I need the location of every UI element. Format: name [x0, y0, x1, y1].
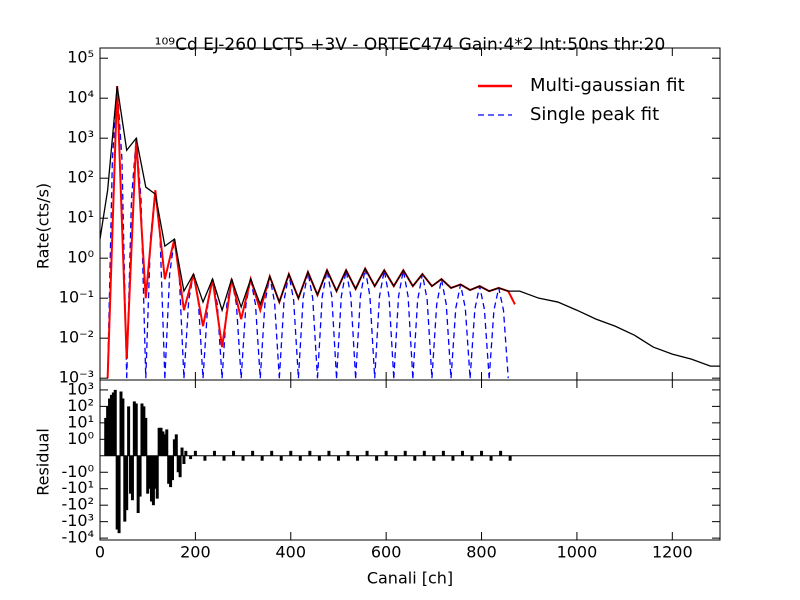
residual-plot: [100, 389, 720, 534]
y-tick-label: 10²: [67, 396, 94, 415]
y-tick-label: 10⁻²: [59, 328, 94, 347]
y-tick-label: 10²: [67, 168, 94, 187]
x-axis-label: Canali [ch]: [367, 569, 453, 588]
y-tick-label: 10⁻¹: [59, 288, 94, 307]
y-tick-label: 10⁰: [67, 429, 94, 448]
y-tick-label: -10¹: [61, 478, 94, 497]
x-tick-label: 0: [95, 543, 105, 562]
y-axis-label: Rate(cts/s): [34, 183, 53, 269]
data-line: [100, 86, 720, 367]
chart-title: ¹⁰⁹Cd EJ-260 LCT5 +3V - ORTEC474 Gain:4*…: [155, 35, 666, 55]
axes: 10⁻³10⁻²10⁻¹10⁰10¹10²10³10⁴10⁵10³10²10¹1…: [59, 48, 720, 562]
x-tick-label: 1200: [652, 543, 693, 562]
y-tick-label: -10²: [61, 495, 94, 514]
y-tick-label: 10⁻³: [59, 368, 94, 387]
y-tick-label: 10⁰: [67, 248, 94, 267]
x-tick-label: 200: [180, 543, 211, 562]
legend-label: Single peak fit: [530, 104, 659, 125]
y-tick-label: -10³: [61, 511, 94, 530]
x-tick-label: 800: [466, 543, 497, 562]
y-axis-label: Residual: [34, 428, 53, 496]
y-tick-label: -10⁰: [61, 462, 94, 481]
y-tick-label: 10³: [67, 379, 94, 398]
y-tick-label: 10¹: [67, 412, 94, 431]
y-tick-label: 10⁴: [67, 88, 94, 107]
x-tick-label: 400: [275, 543, 306, 562]
y-tick-label: -10⁴: [61, 528, 94, 547]
plot-frame: [99, 379, 721, 541]
y-tick-label: 10¹: [67, 208, 94, 227]
legend-label: Multi-gaussian fit: [530, 75, 685, 96]
y-tick-label: 10³: [67, 128, 94, 147]
x-tick-label: 600: [371, 543, 402, 562]
main-plot: [100, 86, 720, 379]
x-tick-label: 1000: [557, 543, 598, 562]
y-tick-label: 10⁵: [67, 48, 94, 67]
